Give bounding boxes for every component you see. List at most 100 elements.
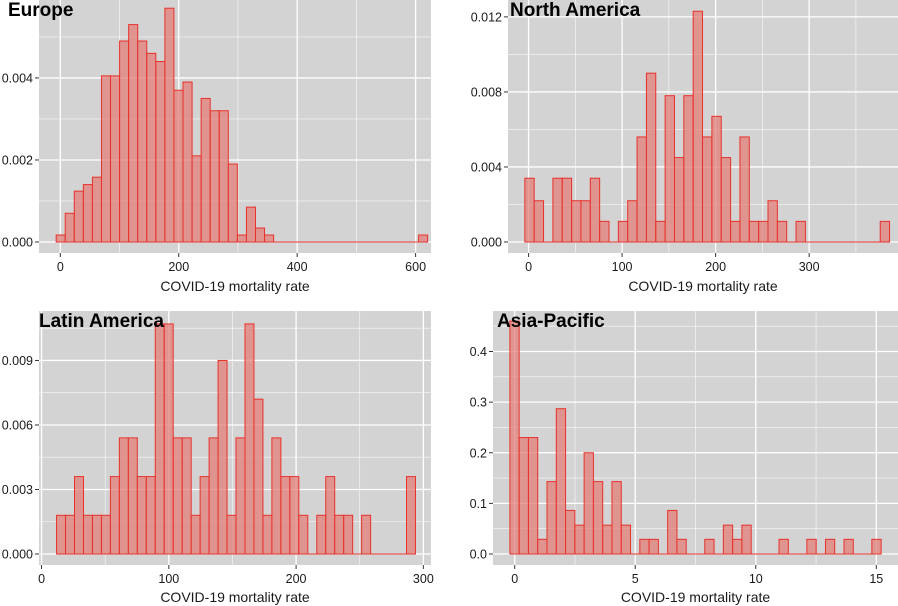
histogram-bar: [776, 220, 788, 243]
histogram-bar: [730, 220, 741, 243]
histogram-bar: [602, 524, 613, 555]
histogram-bar: [711, 115, 722, 243]
histogram-bar: [599, 220, 610, 243]
histogram-bar: [627, 200, 638, 243]
histogram-bar: [181, 437, 192, 555]
y-tick-label: 0.2: [470, 446, 487, 460]
histogram-bar: [611, 481, 622, 555]
histogram-bar: [91, 176, 102, 243]
histogram-bar: [254, 227, 266, 243]
histogram-bar: [245, 206, 256, 243]
histogram-bar: [128, 24, 139, 243]
panel-europe: 0.000 0.002 0.004 0 200 400 600 COVID-19 mortal…: [2, 0, 431, 294]
x-tick-label: 600: [405, 260, 426, 274]
panel-title-north-america: North America: [510, 0, 641, 21]
histogram-bar: [55, 234, 66, 243]
histogram-bar: [271, 437, 282, 555]
y-tick-label: 0.000: [471, 236, 502, 250]
histogram-bar: [702, 136, 713, 243]
histogram-bar: [664, 95, 675, 243]
histogram-bar: [673, 157, 685, 243]
histogram-bar: [871, 538, 882, 555]
panel-title-europe: Europe: [8, 0, 73, 21]
histogram-bar: [289, 476, 300, 555]
x-tick-label: 5: [632, 572, 639, 586]
histogram-bar: [574, 524, 585, 555]
histogram-bar: [127, 437, 138, 555]
histogram-bar: [191, 155, 202, 243]
y-tick-label: 0.003: [2, 483, 33, 497]
histogram-bar: [533, 200, 545, 243]
histogram-bar: [82, 514, 93, 555]
histogram-bar: [617, 220, 629, 243]
histogram-bar: [218, 110, 229, 243]
x-tick-label: 300: [413, 572, 434, 586]
x-tick-label: 300: [799, 260, 820, 274]
histogram-bar: [655, 220, 666, 243]
histogram-bar: [739, 136, 750, 243]
x-tick-label: 200: [168, 260, 189, 274]
y-tick-label: 0.4: [470, 345, 487, 359]
histogram-bar: [73, 190, 84, 243]
panel-title-asia-pacific: Asia-Pacific: [497, 311, 605, 332]
histogram-bar: [146, 52, 157, 243]
histogram-bar: [343, 514, 354, 555]
y-tick-label: 0.009: [2, 354, 33, 368]
histogram-bar: [91, 514, 102, 555]
histogram-bar: [583, 452, 594, 555]
y-tick-label: 0.002: [2, 153, 33, 167]
histogram-bar: [509, 320, 520, 555]
y-tick-label: 0.000: [2, 548, 33, 562]
histogram-bar: [253, 398, 264, 555]
x-tick-label: 15: [869, 572, 883, 586]
histogram-bar: [163, 323, 174, 555]
panel-title-latin-america: Latin America: [39, 311, 164, 332]
x-axis-title: COVID-19 mortality rate: [160, 589, 310, 605]
histogram-bar: [571, 200, 582, 243]
y-tick-label: 0.0: [470, 548, 487, 562]
histogram-bar: [741, 524, 752, 555]
histogram-bar: [227, 163, 238, 243]
histogram-bar: [518, 437, 529, 555]
histogram-bar: [767, 200, 778, 243]
y-tick-label: 0.006: [2, 418, 33, 432]
histogram-bar: [843, 538, 854, 555]
histogram-bar: [527, 437, 539, 555]
histogram-bar: [325, 476, 336, 555]
histogram-bar: [824, 538, 836, 555]
histogram-bar: [209, 110, 220, 243]
x-axis-title: COVID-19 mortality rate: [160, 278, 310, 294]
histogram-bar: [217, 359, 228, 555]
histogram-bar: [118, 437, 129, 555]
panel-latin-america: 0.000 0.003 0.006 0.009 0 100 200 300 COVID-19 m…: [2, 311, 434, 605]
histogram-bar: [172, 437, 183, 555]
x-tick-label: 100: [158, 572, 179, 586]
histogram-bar: [280, 476, 291, 555]
histogram-bar: [667, 509, 678, 555]
x-axis-title: COVID-19 mortality rate: [628, 278, 778, 294]
histogram-bar: [748, 220, 760, 243]
histogram-bar: [546, 481, 557, 555]
histogram-bar: [74, 476, 84, 555]
histogram-bar: [778, 538, 789, 555]
x-tick-label: 0: [38, 572, 45, 586]
histogram-bar: [580, 200, 591, 243]
histogram-bar: [683, 95, 694, 243]
histogram-bar: [110, 75, 121, 243]
histogram-bar: [154, 323, 165, 555]
histogram-bar: [636, 136, 647, 243]
histogram-bar: [298, 514, 309, 555]
x-tick-label: 200: [705, 260, 726, 274]
histogram-bar: [879, 220, 891, 243]
histogram-bar: [720, 157, 732, 243]
x-tick-label: 0: [57, 260, 64, 274]
histogram-bar: [565, 509, 576, 555]
histogram-bar: [173, 89, 184, 243]
histogram-bar: [418, 234, 429, 243]
histogram-bar: [361, 514, 372, 555]
panel-asia-pacific: 0.0 0.1 0.2 0.3 0.4 0 5 10 15 COVID-19 mortality …: [470, 311, 898, 605]
y-tick-label: 0.008: [471, 85, 502, 99]
histogram-bar: [620, 524, 632, 555]
histogram-bar: [236, 234, 247, 243]
y-tick-label: 0.004: [2, 71, 33, 85]
